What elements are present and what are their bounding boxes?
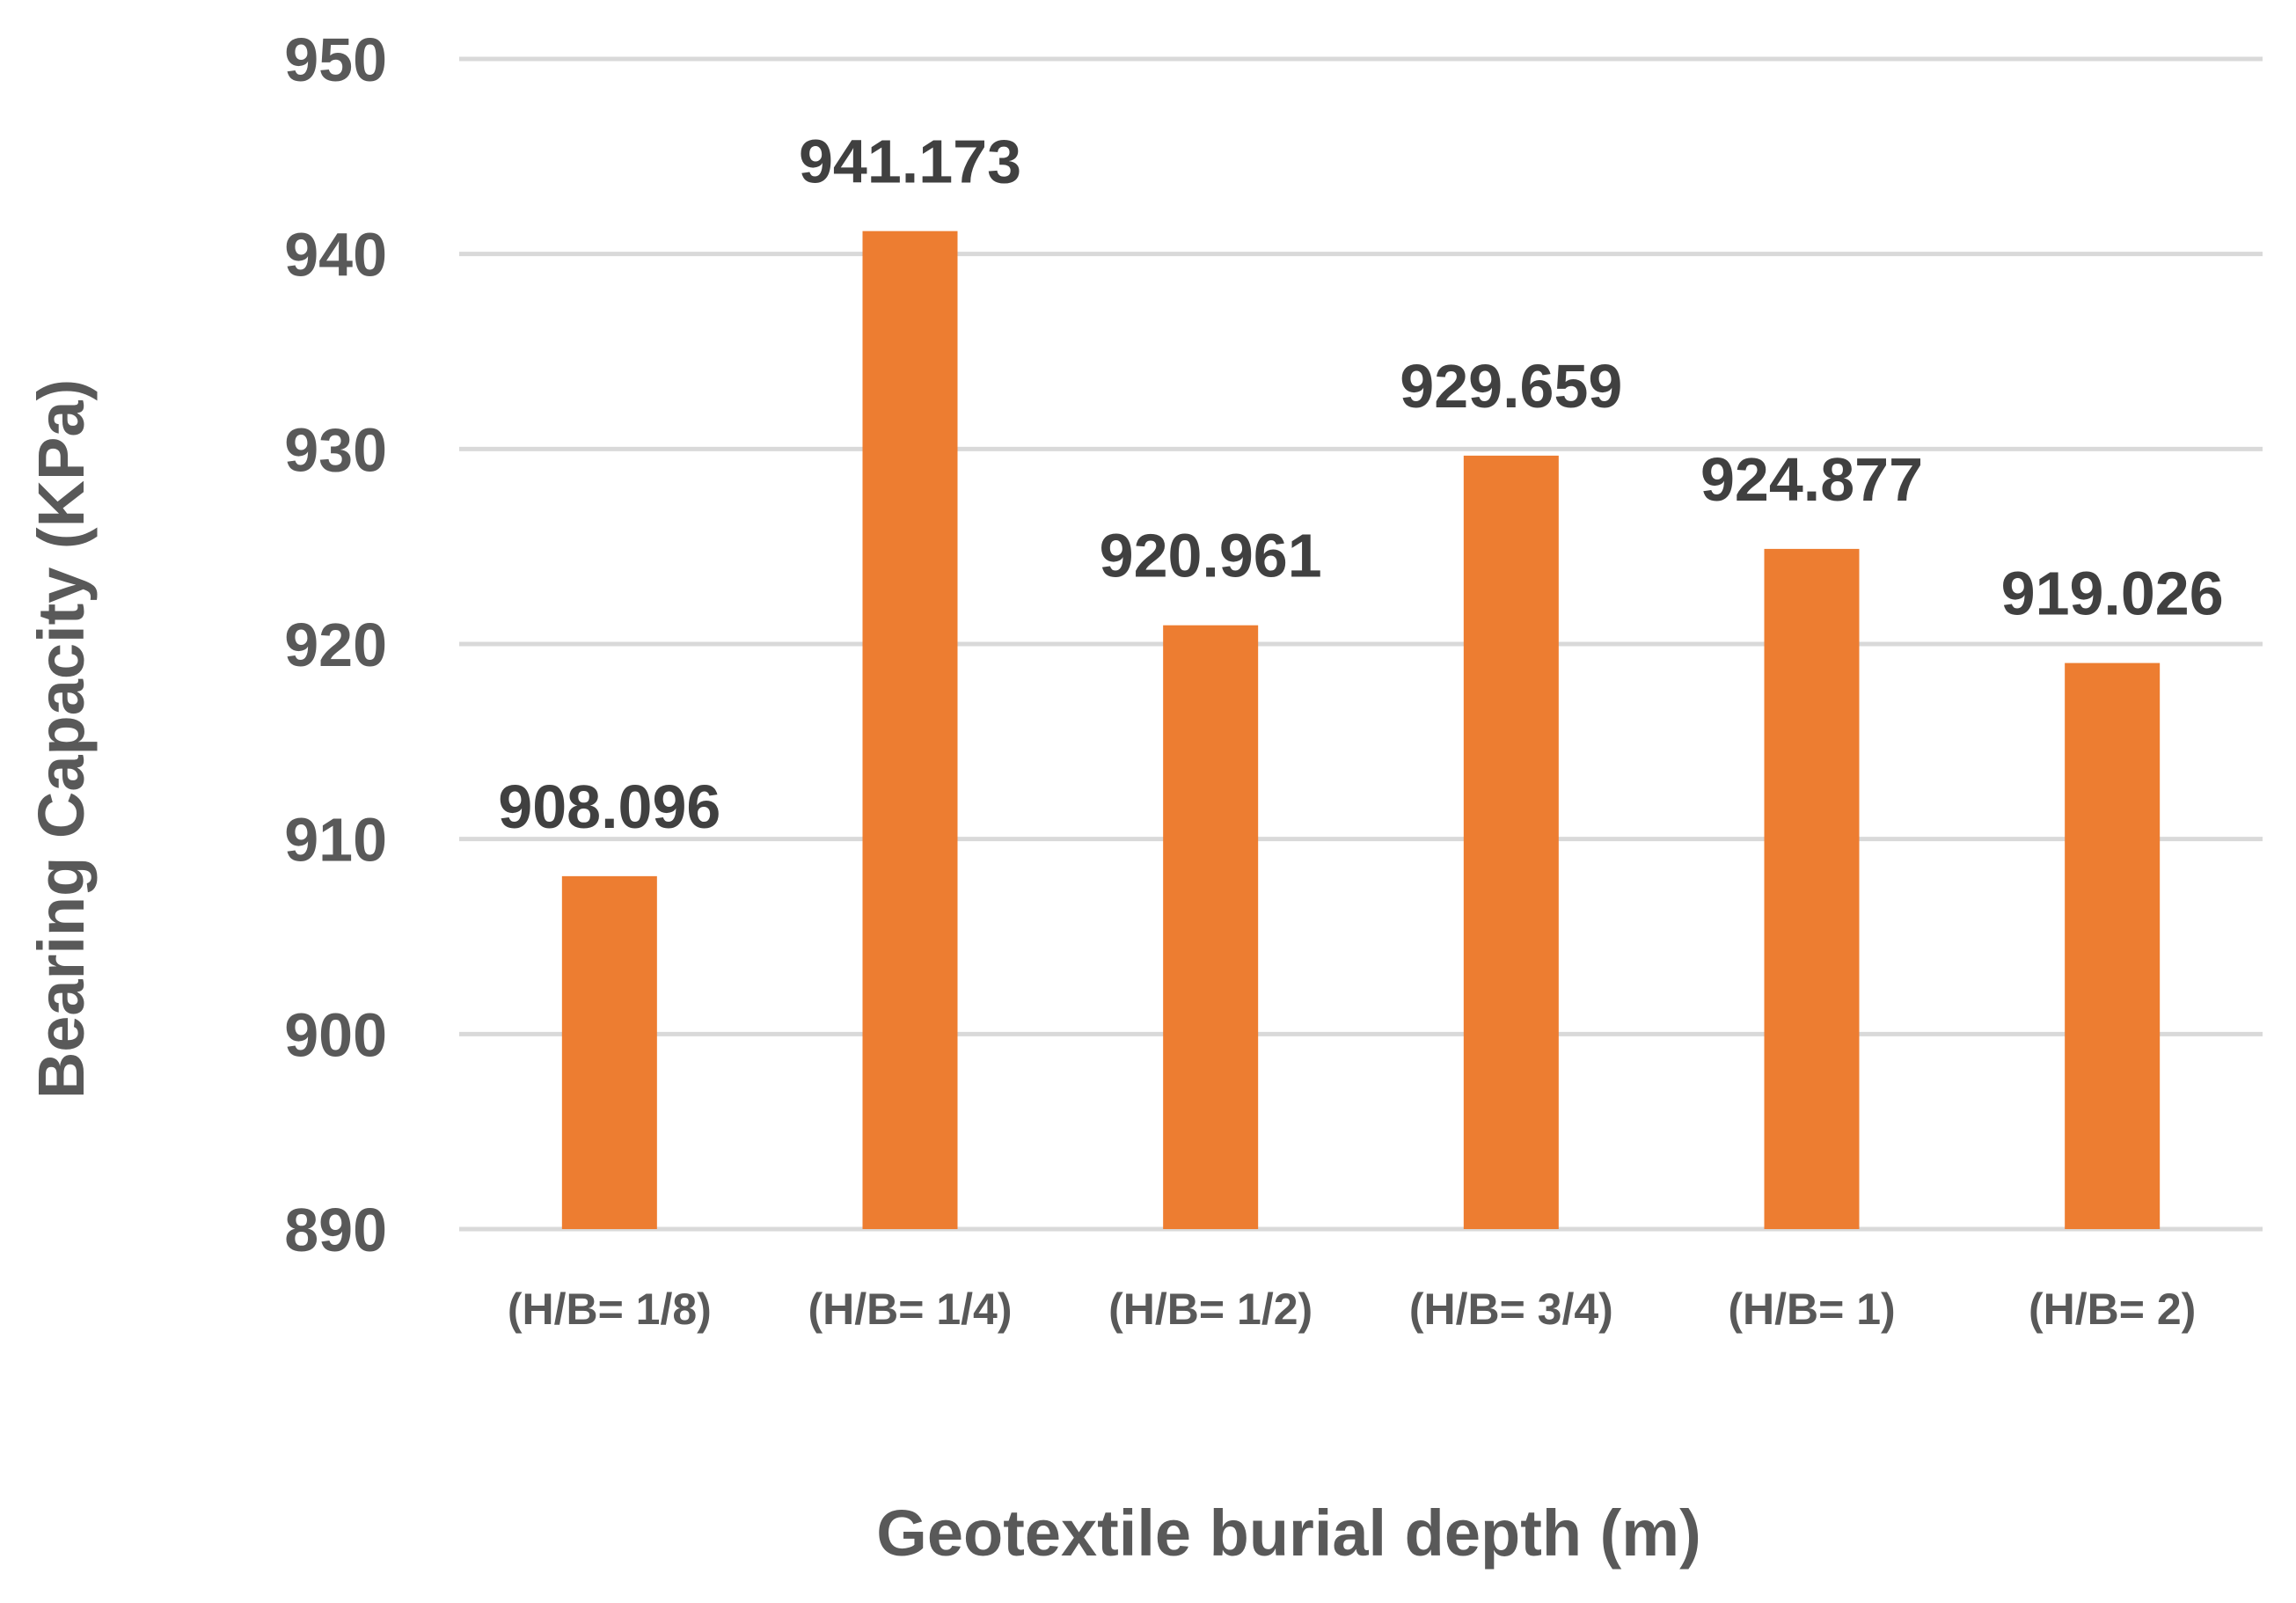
data-label: 941.173 bbox=[799, 128, 1021, 196]
x-tick-label: (H/B= 3/4) bbox=[1409, 1285, 1613, 1334]
bar bbox=[1463, 455, 1559, 1229]
data-label: 920.961 bbox=[1100, 522, 1322, 590]
y-tick-label: 930 bbox=[284, 415, 387, 484]
x-tick-label: (H/B= 1) bbox=[1728, 1285, 1895, 1334]
x-tick-label: (H/B= 2) bbox=[2029, 1285, 2196, 1334]
data-label: 919.026 bbox=[2001, 560, 2224, 628]
data-label: 908.096 bbox=[498, 772, 720, 841]
y-tick-label: 890 bbox=[284, 1196, 387, 1264]
data-labels: 908.096 941.173 920.961 929.659 924.877 919.0… bbox=[498, 128, 2223, 841]
x-tick-label: (H/B= 1/4) bbox=[808, 1285, 1012, 1334]
x-axis-ticks: (H/B= 1/8) (H/B= 1/4) (H/B= 1/2) (H/B= 3/4)… bbox=[508, 1285, 2196, 1334]
bar bbox=[1163, 625, 1259, 1229]
data-label: 924.877 bbox=[1700, 445, 1923, 514]
bars bbox=[561, 231, 2161, 1229]
gridlines bbox=[459, 56, 2263, 1232]
x-tick-label: (H/B= 1/2) bbox=[1108, 1285, 1313, 1334]
x-axis-title: Geotextile burial depth (m) bbox=[876, 1497, 1700, 1570]
y-tick-label: 950 bbox=[284, 26, 387, 94]
bar bbox=[1764, 548, 1860, 1229]
bar bbox=[561, 875, 657, 1229]
y-tick-label: 910 bbox=[284, 806, 387, 875]
y-axis-ticks: 890 900 910 920 930 940 950 bbox=[284, 26, 387, 1264]
bar bbox=[862, 231, 958, 1229]
bar bbox=[2065, 662, 2161, 1229]
y-axis-title: Bearing Capacity (KPa) bbox=[25, 379, 98, 1099]
y-tick-label: 920 bbox=[284, 611, 387, 679]
y-tick-label: 940 bbox=[284, 221, 387, 289]
x-tick-label: (H/B= 1/8) bbox=[508, 1285, 712, 1334]
y-tick-label: 900 bbox=[284, 1000, 387, 1069]
data-label: 929.659 bbox=[1400, 352, 1622, 421]
